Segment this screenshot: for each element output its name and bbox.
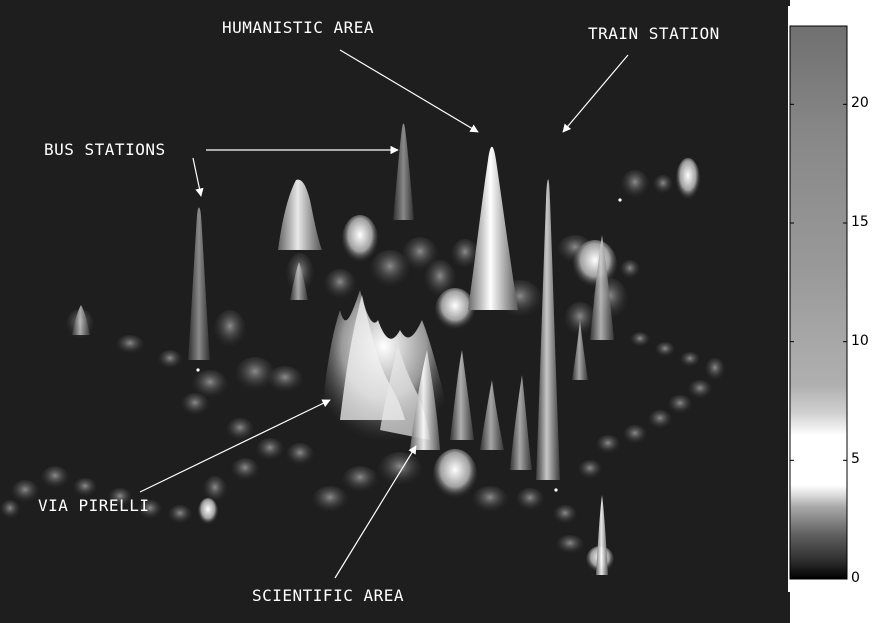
colorbar-tick-label: 15 xyxy=(851,214,869,230)
colorbar-gradient xyxy=(790,26,847,579)
annotation-via-pirelli: VIA PIRELLI xyxy=(38,496,149,515)
colorbar-tick-label: 10 xyxy=(851,333,869,349)
annotation-train-station: TRAIN STATION xyxy=(588,24,720,43)
colorbar-scale xyxy=(788,6,886,592)
colorbar-tick-label: 20 xyxy=(851,95,869,111)
annotation-humanistic-area: HUMANISTIC AREA xyxy=(222,18,374,37)
colorbar: 0 5 10 15 20 xyxy=(788,6,886,592)
colorbar-tick-label: 5 xyxy=(851,451,860,467)
colorbar-tick-label: 0 xyxy=(851,570,860,586)
annotation-scientific-area: SCIENTIFIC AREA xyxy=(252,586,404,605)
annotation-bus-stations: BUS STATIONS xyxy=(44,140,166,159)
